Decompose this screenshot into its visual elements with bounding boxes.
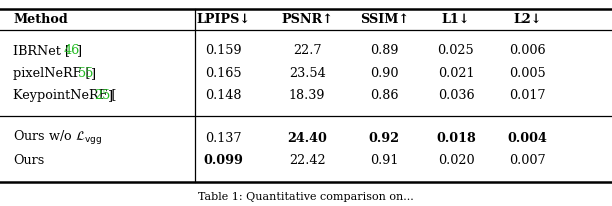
Text: 0.099: 0.099 — [203, 154, 244, 167]
Text: 18.39: 18.39 — [289, 89, 326, 102]
Text: 22.7: 22.7 — [293, 44, 321, 57]
Text: Ours w/o $\mathcal{L}_{\mathrm{vgg}}$: Ours w/o $\mathcal{L}_{\mathrm{vgg}}$ — [13, 129, 103, 147]
Text: 0.165: 0.165 — [205, 67, 242, 80]
Text: 0.90: 0.90 — [370, 67, 398, 80]
Text: 0.92: 0.92 — [369, 131, 400, 145]
Text: 0.148: 0.148 — [205, 89, 242, 102]
Text: 0.86: 0.86 — [370, 89, 398, 102]
Text: SSIM↑: SSIM↑ — [360, 13, 409, 26]
Text: 22.42: 22.42 — [289, 154, 326, 167]
Text: ]: ] — [77, 44, 82, 57]
Text: 0.159: 0.159 — [205, 44, 242, 57]
Text: 0.137: 0.137 — [205, 131, 242, 145]
Text: 24.40: 24.40 — [287, 131, 327, 145]
Text: L1↓: L1↓ — [442, 13, 470, 26]
Text: IBRNet [: IBRNet [ — [13, 44, 70, 57]
Text: 46: 46 — [64, 44, 80, 57]
Text: 0.89: 0.89 — [370, 44, 398, 57]
Text: 0.004: 0.004 — [507, 131, 548, 145]
Text: 0.006: 0.006 — [509, 44, 546, 57]
Text: 0.017: 0.017 — [509, 89, 546, 102]
Text: pixelNeRF [: pixelNeRF [ — [13, 67, 91, 80]
Text: PSNR↑: PSNR↑ — [282, 13, 333, 26]
Text: Method: Method — [13, 13, 68, 26]
Text: 23.54: 23.54 — [289, 67, 326, 80]
Text: Ours: Ours — [13, 154, 45, 167]
Text: KeypointNeRF [: KeypointNeRF [ — [13, 89, 117, 102]
Text: 0.036: 0.036 — [438, 89, 474, 102]
Text: 0.018: 0.018 — [436, 131, 476, 145]
Text: LPIPS↓: LPIPS↓ — [196, 13, 250, 26]
Text: 0.91: 0.91 — [370, 154, 398, 167]
Text: 55: 55 — [78, 67, 94, 80]
Text: 0.020: 0.020 — [438, 154, 474, 167]
Text: 0.005: 0.005 — [509, 67, 546, 80]
Text: L2↓: L2↓ — [513, 13, 542, 26]
Text: ]: ] — [108, 89, 113, 102]
Text: Table 1: Quantitative comparison on...: Table 1: Quantitative comparison on... — [198, 192, 414, 202]
Text: 0.007: 0.007 — [509, 154, 546, 167]
Text: ]: ] — [91, 67, 96, 80]
Text: 0.025: 0.025 — [438, 44, 474, 57]
Text: 0.021: 0.021 — [438, 67, 474, 80]
Text: 25: 25 — [94, 89, 111, 102]
